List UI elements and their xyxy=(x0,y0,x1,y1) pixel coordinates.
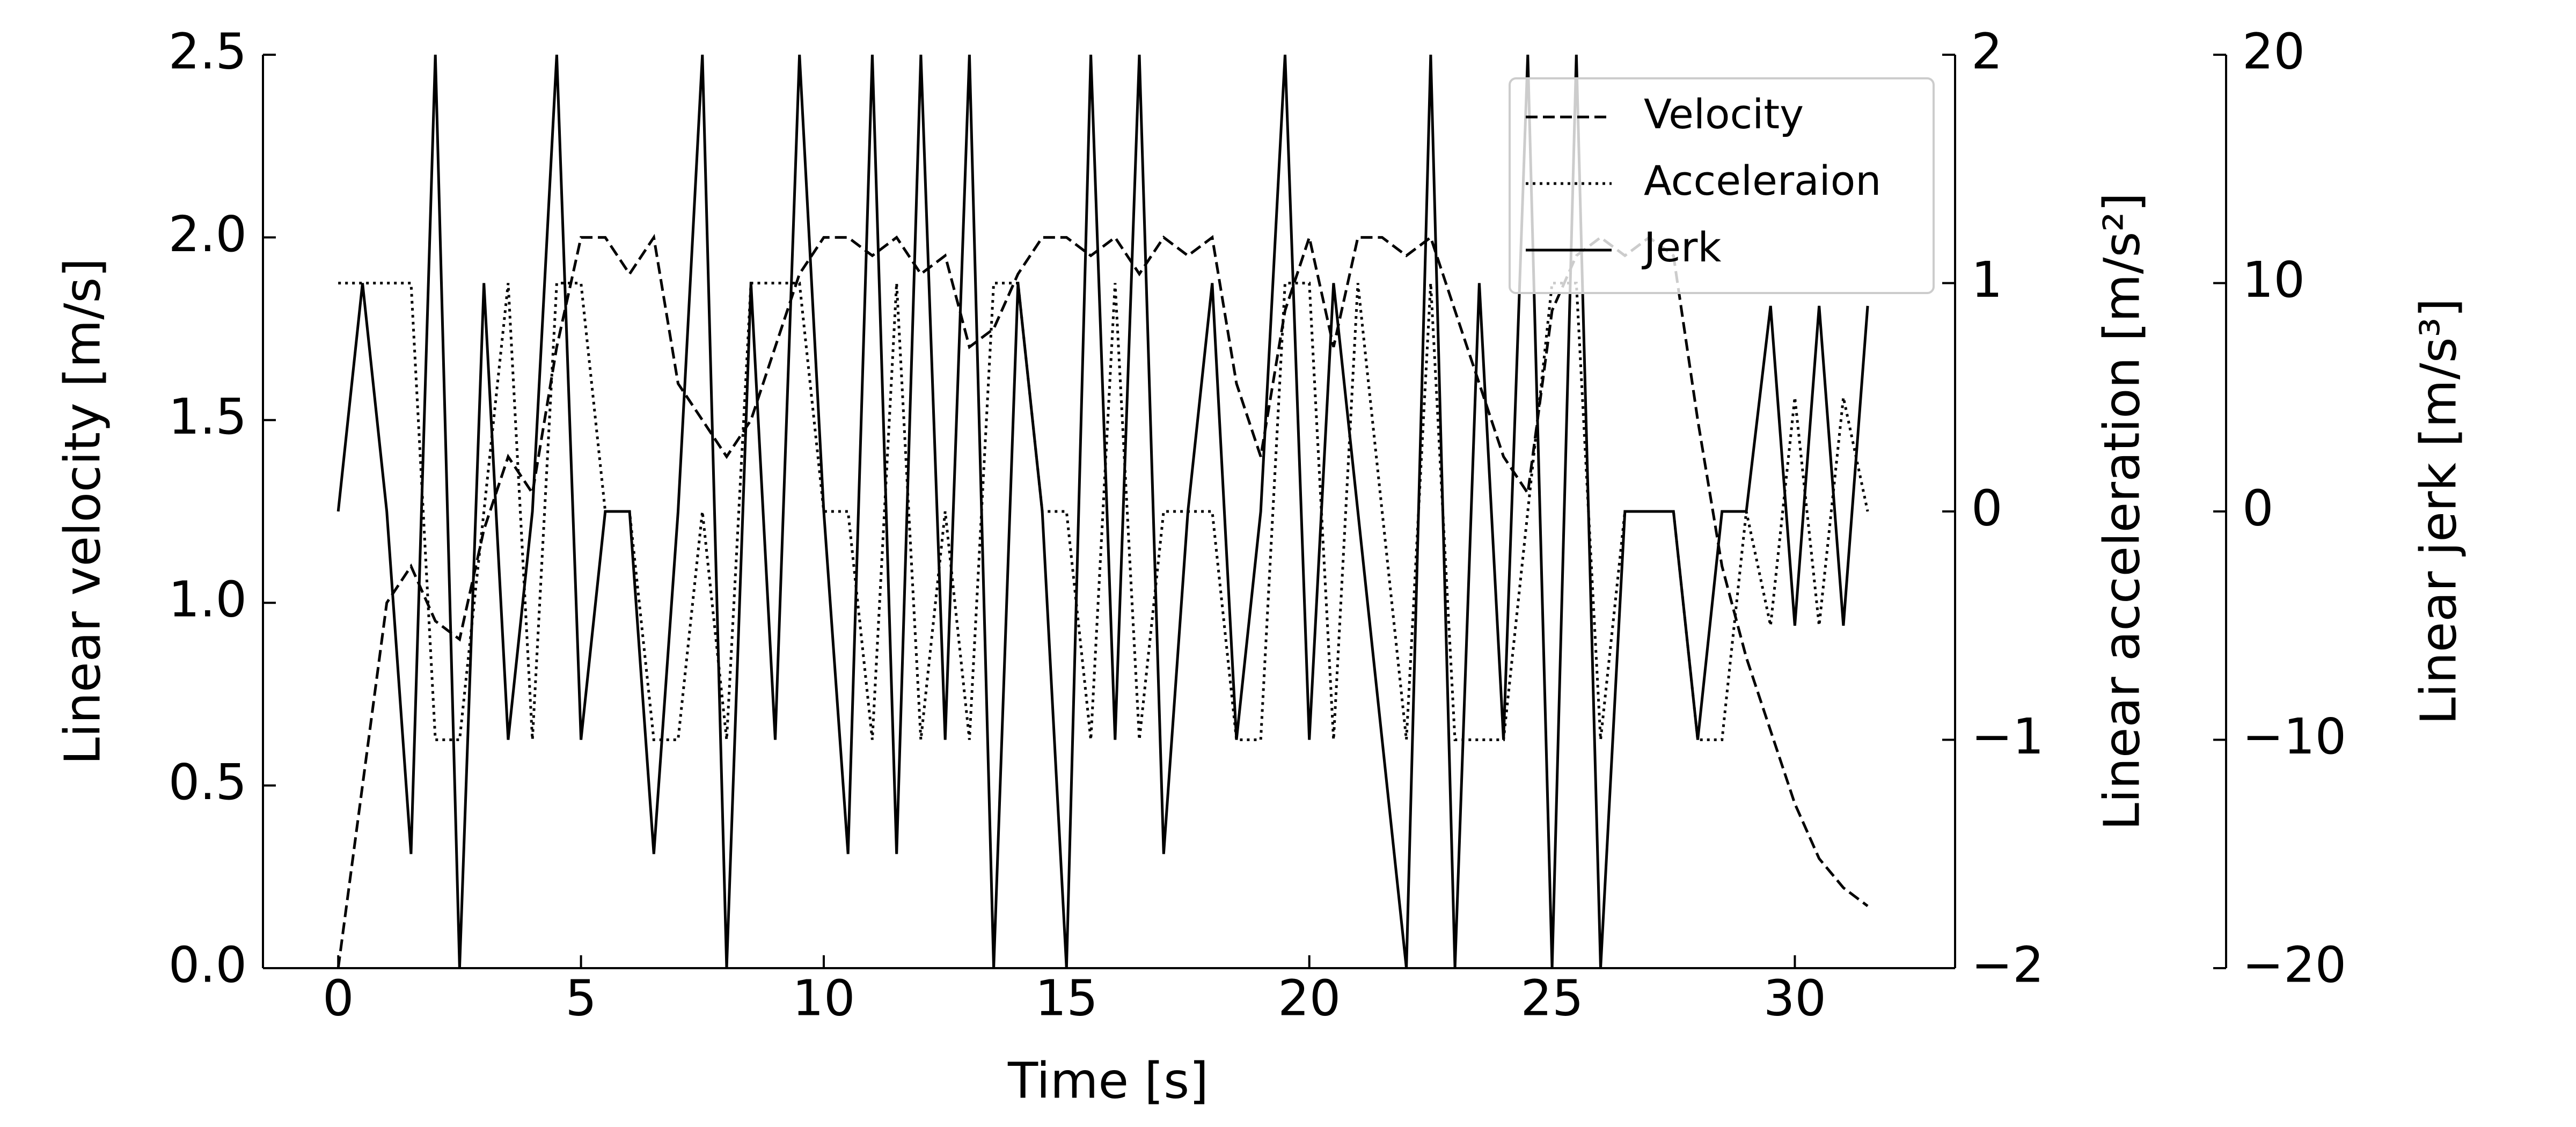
legend-label: Acceleraion xyxy=(1644,157,1881,204)
y3-tick-label: −10 xyxy=(2242,708,2346,765)
y2-tick-label: 0 xyxy=(1971,479,2003,537)
y-tick-label: 1.0 xyxy=(169,571,247,628)
y2-tick-label: 1 xyxy=(1971,251,2003,309)
y3-axis-label: Linear jerk [m/s³] xyxy=(2410,298,2467,725)
y-tick-label: 2.5 xyxy=(169,23,247,80)
y2-tick-label: −1 xyxy=(1971,708,2044,765)
y-tick-label: 1.5 xyxy=(169,388,247,445)
y2-tick-label: 2 xyxy=(1971,23,2003,80)
y-axis-label: Linear velocity [m/s] xyxy=(54,258,111,765)
legend-label: Velocity xyxy=(1644,90,1804,138)
series-line xyxy=(338,282,1869,741)
legend-box xyxy=(1509,77,1935,294)
x-tick-label: 0 xyxy=(323,969,354,1027)
x-tick-label: 30 xyxy=(1763,969,1826,1027)
y3-tick-label: 10 xyxy=(2242,251,2305,309)
y2-tick-label: −2 xyxy=(1971,936,2044,993)
y3-tick-label: −20 xyxy=(2242,936,2346,993)
y3-tick-label: 20 xyxy=(2242,23,2305,80)
series-line xyxy=(336,54,1869,969)
y-tick-label: 2.0 xyxy=(169,206,247,263)
y-tick-label: 0.5 xyxy=(169,753,247,811)
x-tick-label: 10 xyxy=(792,969,855,1027)
y2-axis-label: Linear acceleration [m/s²] xyxy=(2093,193,2150,830)
x-tick-label: 15 xyxy=(1035,969,1098,1027)
y3-tick-label: 0 xyxy=(2242,479,2274,537)
y-tick-label: 0.0 xyxy=(169,936,247,993)
x-tick-label: 5 xyxy=(565,969,597,1027)
x-tick-label: 25 xyxy=(1521,969,1584,1027)
x-axis-label: Time [s] xyxy=(1007,1052,1209,1109)
legend-label: Jerk xyxy=(1642,223,1721,271)
x-tick-label: 20 xyxy=(1278,969,1341,1027)
